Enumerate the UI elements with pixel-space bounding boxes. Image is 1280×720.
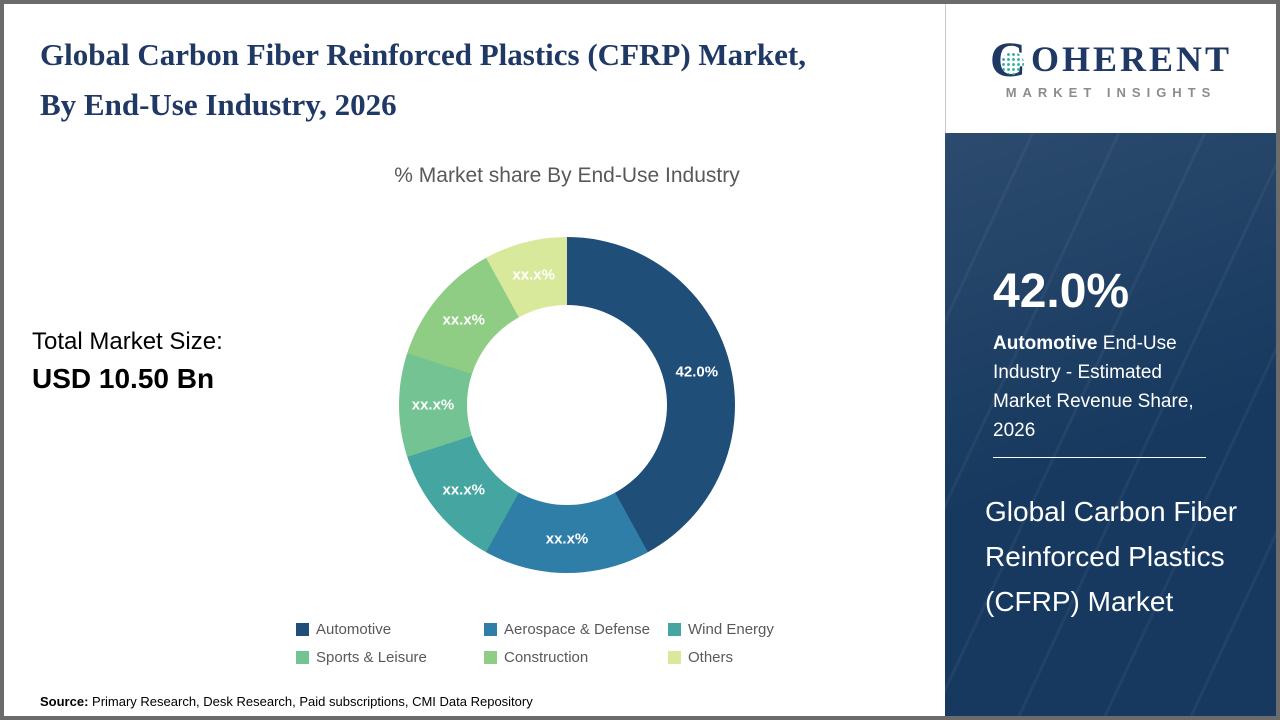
total-market-size-value: USD 10.50 Bn (32, 363, 215, 394)
legend-swatch (484, 651, 497, 664)
source-note: Source: Primary Research, Desk Research,… (40, 694, 533, 709)
highlight-stat-value: 42.0% (993, 265, 1130, 318)
donut-hole (467, 305, 667, 505)
slice-label: xx.x% (411, 396, 455, 414)
stat-description-rest: End-Use Industry - Estimated Market Reve… (993, 333, 1194, 441)
sidebar-divider (993, 457, 1206, 458)
legend-label: Others (688, 649, 734, 666)
legend-swatch (296, 623, 309, 636)
total-market-size: Total Market Size: USD 10.50 Bn (32, 328, 223, 395)
chart-legend: Automotive Aerospace & Defense Wind Ener… (296, 621, 838, 666)
legend-item-wind-energy: Wind Energy (668, 621, 838, 638)
legend-swatch (296, 651, 309, 664)
legend-item-construction: Construction (484, 649, 668, 666)
logo-dotted-globe-icon (1001, 52, 1025, 75)
legend-swatch (484, 623, 497, 636)
legend-label: Aerospace & Defense (504, 621, 650, 638)
highlight-stat-description: Automotive End-Use Industry - Estimated … (993, 329, 1221, 445)
logo-c-mark: C (990, 34, 1029, 84)
legend-item-automotive: Automotive (296, 621, 484, 638)
chart-subtitle: % Market share By End-Use Industry (394, 164, 740, 187)
legend-label: Automotive (316, 621, 392, 638)
slice-label: xx.x% (442, 481, 486, 499)
slice-label: 42.0% (675, 363, 719, 381)
source-text: Primary Research, Desk Research, Paid su… (88, 694, 533, 709)
page-title: Global Carbon Fiber Reinforced Plastics … (40, 37, 806, 122)
slice-label: xx.x% (545, 530, 589, 548)
legend-label: Wind Energy (688, 621, 774, 638)
legend-swatch (668, 623, 681, 636)
legend-item-sports-leisure: Sports & Leisure (296, 649, 484, 666)
logo-tagline: MARKET INSIGHTS (1005, 85, 1217, 100)
source-label: Source: (40, 694, 89, 709)
legend-item-aerospace-defense: Aerospace & Defense (484, 621, 668, 638)
legend-label: Construction (504, 649, 589, 666)
brand-logo: C OHERENT MARKET INSIGHTS (945, 4, 1276, 133)
slice-label: xx.x% (442, 311, 486, 329)
donut-labels: 42.0% xx.x% xx.x% xx.x% xx.x% xx.x% (399, 237, 735, 573)
total-market-size-label: Total Market Size: (32, 328, 223, 355)
sidebar: C OHERENT MARKET INSIGHTS 42.0% Automoti… (945, 4, 1276, 716)
donut-chart-area: 42.0% xx.x% xx.x% xx.x% xx.x% xx.x% (399, 237, 735, 573)
logo-brand-rest: OHERENT (1031, 39, 1233, 79)
stat-description-segment: Automotive (993, 333, 1098, 354)
legend-item-others: Others (668, 649, 838, 666)
legend-label: Sports & Leisure (316, 649, 427, 666)
brand-logo-text: C OHERENT (990, 34, 1233, 84)
legend-swatch (668, 651, 681, 664)
sidebar-report-title: Global Carbon Fiber Reinforced Plastics … (985, 496, 1238, 617)
slice-label: xx.x% (512, 266, 555, 284)
sidebar-panel: 42.0% Automotive End-Use Industry - Esti… (945, 133, 1276, 716)
